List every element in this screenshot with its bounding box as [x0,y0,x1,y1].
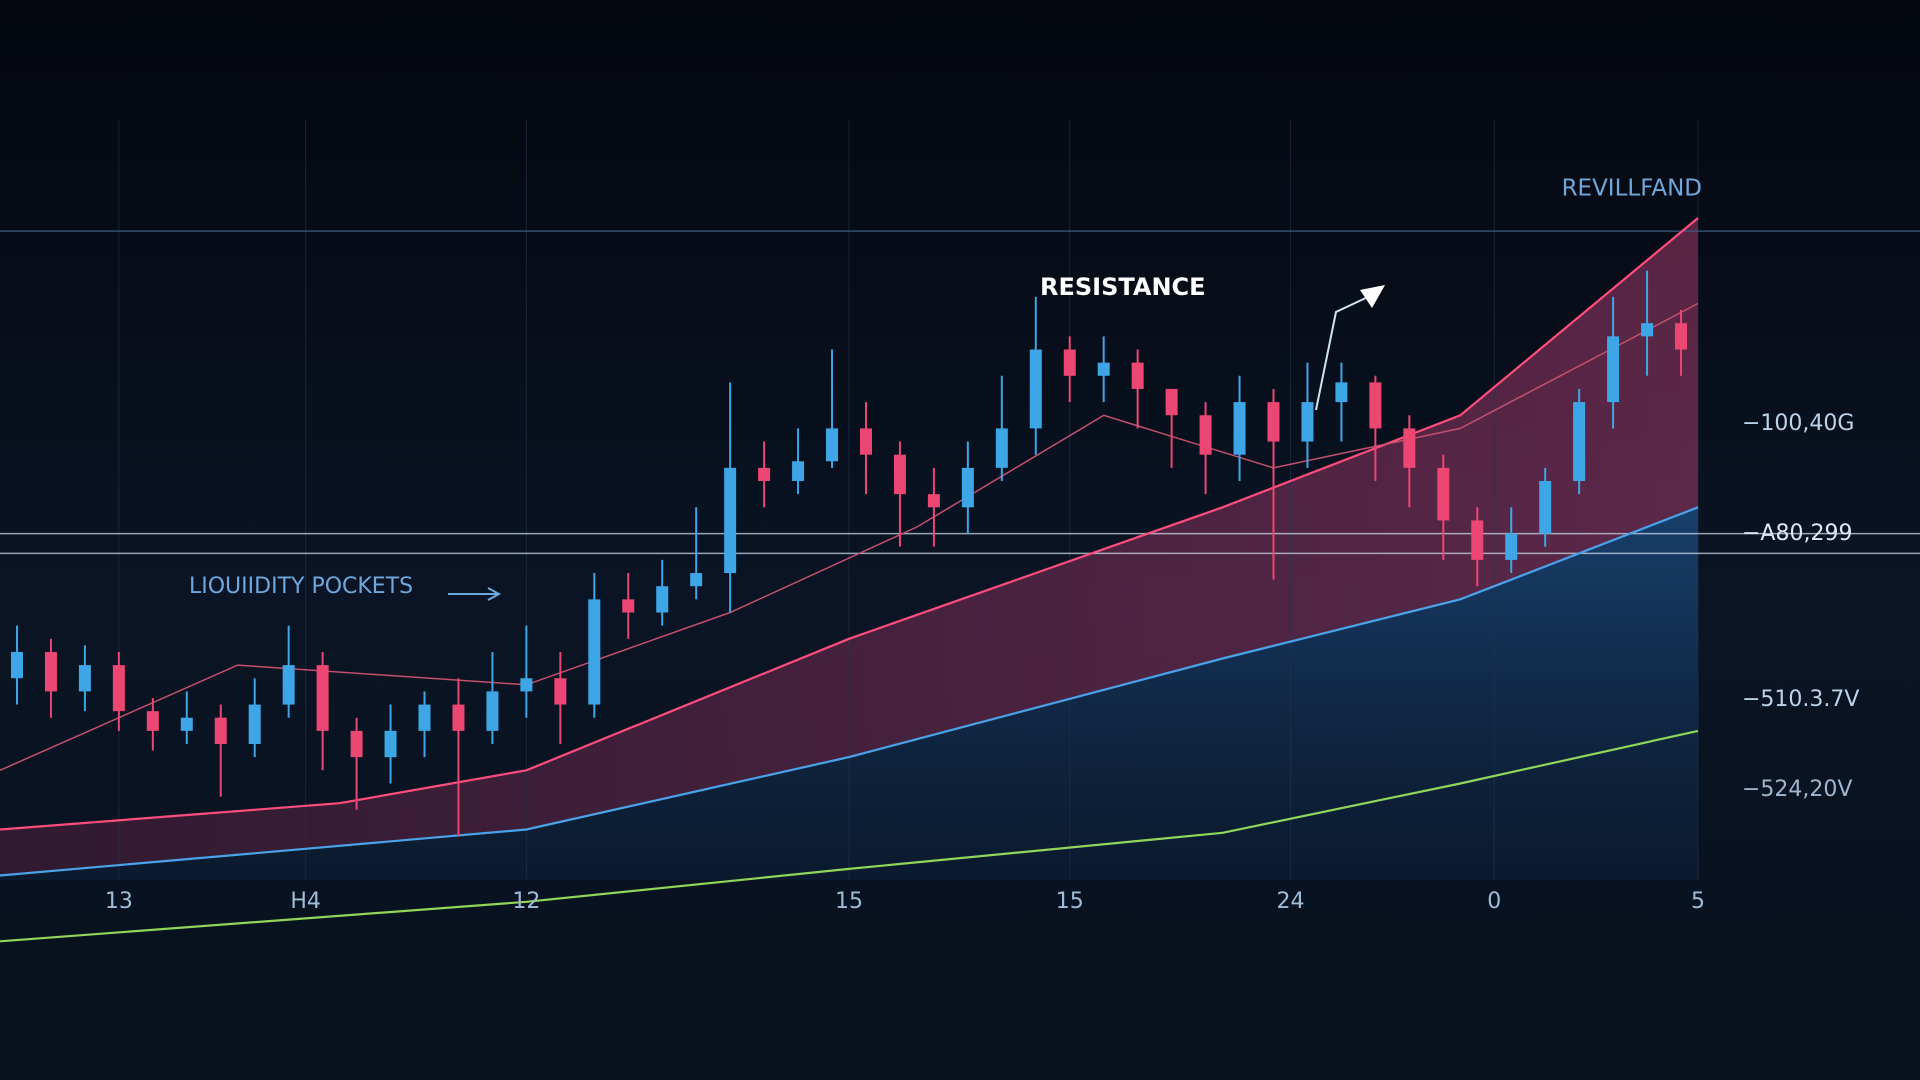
candle-body [520,678,533,692]
candle-body [1573,402,1586,481]
candle-body [1131,362,1144,389]
price-label: −510.3.7V [1742,687,1859,712]
candle-body [350,730,363,758]
candle-body [486,691,499,731]
annotation: LIOUIIDITY POCKETS [189,574,413,599]
candle-body [893,454,906,495]
candle-body [1403,428,1416,468]
candle-body [44,651,57,692]
candle-body [690,573,703,587]
candle-body [1029,349,1042,429]
x-tick-label: 15 [835,889,863,914]
line-series [0,217,1699,831]
candle-body [622,599,635,613]
candle-body [384,730,397,758]
candle-body [180,717,193,731]
candle-body [1063,349,1076,376]
annotation-arrowhead [1360,285,1385,308]
annotation-arrow [448,587,502,601]
candle-body [1233,402,1246,455]
x-tick-label: 5 [1691,889,1705,914]
candle-body [1607,336,1620,403]
x-tick-label: 24 [1276,889,1304,914]
candle-body [1471,520,1484,560]
candle-body [656,586,669,613]
candle-body [248,704,261,744]
candle-body [792,461,805,481]
annotation: RESISTANCE [1040,273,1206,301]
candle-body [214,717,227,744]
line-series [0,729,1699,943]
candle-body [826,428,839,462]
candle-body [146,711,159,731]
line-series [0,302,1699,771]
candle-body [10,651,23,679]
candle-body [112,665,125,712]
candle-body [1165,388,1178,416]
price-label: −100,40G [1742,411,1854,436]
candle-body [758,467,771,481]
candle-body [78,665,91,692]
line-series [0,506,1699,877]
candle-body [554,678,567,705]
x-tick-label: 13 [105,889,133,914]
x-tick-label: 15 [1056,889,1084,914]
x-tick-label: 12 [512,889,540,914]
price-label: −A80,299 [1742,521,1852,546]
candle-body [316,665,329,731]
candle-body [452,704,465,731]
candle-body [1437,467,1450,521]
x-tick-label: 0 [1487,889,1501,914]
candle-body [1335,382,1348,403]
candle-body [1505,533,1518,560]
candle-body [927,494,940,508]
candle-body [1539,481,1552,534]
candle-body [1369,382,1382,429]
candle-body [961,467,974,508]
candle-body [588,599,601,705]
x-tick-label: H4 [290,889,321,914]
candle-body [1097,362,1110,376]
candle-body [859,428,872,455]
candle-body [995,428,1008,468]
candle-body [1675,323,1688,350]
annotation-arrow [1315,295,1371,411]
candle-body [724,467,737,574]
candle-body [1301,402,1314,442]
candle-body [1641,323,1654,337]
area-fill [0,507,1698,880]
candle-body [418,704,431,731]
candle-body [282,665,295,705]
candle-body [1199,415,1212,455]
price-label: −524,20V [1742,777,1852,802]
chart-title: REVILLFAND [1562,176,1702,202]
candle-body [1267,402,1280,442]
